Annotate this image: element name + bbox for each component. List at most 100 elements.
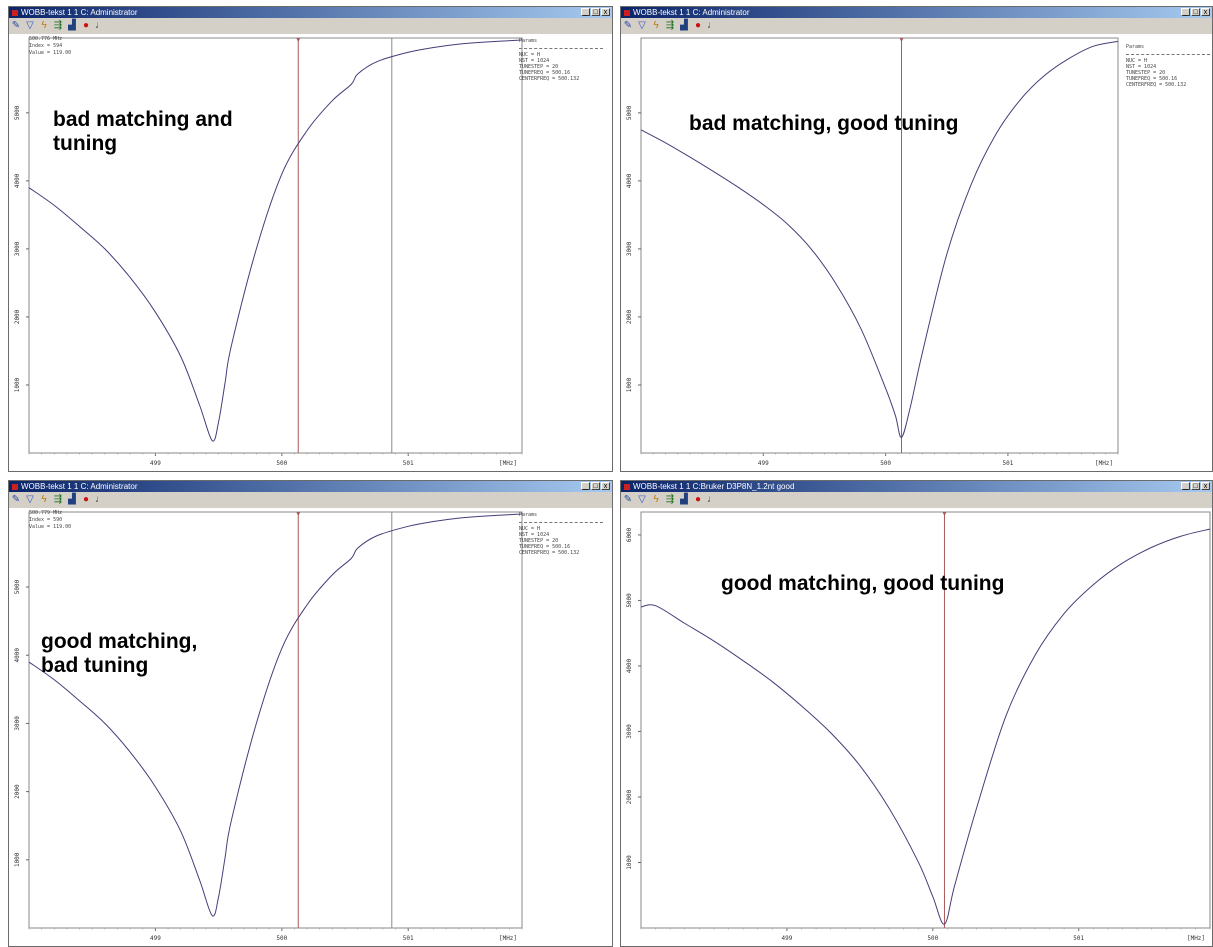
stop-icon[interactable]: ● [82,20,90,31]
app-icon [12,484,18,490]
plot-area: 499 500 501 [MHz] 1000 2000 3000 4000 5000 Param… [621,34,1212,471]
pencil-icon[interactable]: ✎ [11,20,21,31]
param-line: TUNESTEP = 20 [1126,70,1166,76]
readout-line: Index = 594 [29,43,63,49]
lightning-icon[interactable]: ϟ [653,494,659,505]
close-button[interactable]: x [1201,482,1210,490]
close-button[interactable]: x [601,8,610,16]
x-tick-label: 499 [781,935,792,942]
chart-icon[interactable]: ▟ [680,20,688,31]
y-tick-label: 3000 [14,716,21,731]
param-line: TUNESTEP = 20 [519,64,559,70]
readout-line: 500.779 MHz [29,510,63,516]
y-tick-label: 5000 [14,579,21,594]
help-icon[interactable]: ♩ [95,494,105,505]
params-divider [519,522,603,523]
pencil-icon[interactable]: ✎ [623,494,633,505]
readout-line: Value = 119.00 [29,50,72,56]
scale-icon[interactable]: ⇶ [665,20,675,31]
y-tick-label: 2000 [626,309,633,324]
app-icon [624,10,630,16]
x-unit-label: [MHz] [1095,460,1113,467]
x-tick-label: 501 [1073,935,1084,942]
y-tick-label: 2000 [626,789,633,804]
maximize-button[interactable]: □ [591,8,600,16]
chart-icon[interactable]: ▟ [68,494,76,505]
tuning-curve [640,528,1211,925]
minimize-button[interactable]: _ [1181,8,1190,16]
window-titlebar[interactable]: WOBB-tekst 1 1 C: Administrator _ □ x [621,7,1212,18]
plot-frame [28,511,523,929]
window-title: WOBB-tekst 1 1 C:Bruker D3P8N_1.2nt good [633,482,795,491]
window-title: WOBB-tekst 1 1 C: Administrator [633,8,750,17]
close-button[interactable]: x [1201,8,1210,16]
stop-icon[interactable]: ● [694,20,702,31]
help-icon[interactable]: ♩ [707,494,717,505]
lightning-icon[interactable]: ϟ [41,494,47,505]
lightning-icon[interactable]: ϟ [41,20,47,31]
annotation-text: bad matching, good tuning [689,112,959,135]
chart-icon[interactable]: ▟ [680,494,688,505]
window-panel-1: WOBB-tekst 1 1 C: Administrator _ □ x ✎ ▽ ϟ ⇶… [8,6,613,472]
y-tick-label: 6000 [626,527,633,542]
stop-icon[interactable]: ● [82,494,90,505]
lightning-icon[interactable]: ϟ [653,20,659,31]
y-tick-label: 5000 [626,105,633,120]
params-panel: Params NUC = H NST = 1024 TUNESTEP = 20 TUNE… [519,38,603,82]
x-tick-label: 501 [403,460,414,467]
chart-icon[interactable]: ▟ [68,20,76,31]
window-titlebar[interactable]: WOBB-tekst 1 1 C: Administrator _ □ x [9,7,612,18]
toolbar: ✎ ▽ ϟ ⇶ ▟ ● ♩ [621,492,1212,508]
param-line: TUNEFREQ = 500.16 [519,544,571,550]
x-unit-label: [MHz] [499,460,517,467]
maximize-button[interactable]: □ [1191,482,1200,490]
window-titlebar[interactable]: WOBB-tekst 1 1 C: Administrator _ □ x [9,481,612,492]
filter-icon[interactable]: ▽ [638,20,646,31]
x-tick-label: 499 [150,460,161,467]
minimize-button[interactable]: _ [581,482,590,490]
x-unit-label: [MHz] [1187,935,1205,942]
scale-icon[interactable]: ⇶ [53,20,63,31]
window-titlebar[interactable]: WOBB-tekst 1 1 C:Bruker D3P8N_1.2nt good… [621,481,1212,492]
window-panel-3: WOBB-tekst 1 1 C: Administrator _ □ x ✎ ▽ ϟ ⇶… [8,480,613,947]
tuning-curve-chart: 499 500 501 [MHz] 1000 2000 3000 4000 5000 [14,37,523,467]
maximize-button[interactable]: □ [591,482,600,490]
param-line: CENTERFREQ = 500.132 [1126,82,1187,88]
y-tick-label: 4000 [626,658,633,673]
minimize-button[interactable]: _ [1181,482,1190,490]
param-line: TUNEFREQ = 500.16 [519,70,571,76]
pencil-icon[interactable]: ✎ [11,494,21,505]
app-icon [12,10,18,16]
help-icon[interactable]: ♩ [707,20,717,31]
x-tick-label: 500 [276,935,287,942]
filter-icon[interactable]: ▽ [26,20,34,31]
param-line: NUC = H [519,526,541,532]
window-panel-4: WOBB-tekst 1 1 C:Bruker D3P8N_1.2nt good… [620,480,1213,947]
params-panel: Params NUC = H NST = 1024 TUNESTEP = 20 TUNE… [1126,44,1210,88]
maximize-button[interactable]: □ [1191,8,1200,16]
annotation-text: bad matching and tuning [53,108,233,155]
y-tick-label: 3000 [626,724,633,739]
scale-icon[interactable]: ⇶ [53,494,63,505]
params-header: Params [519,512,538,518]
params-header: Params [1126,44,1145,50]
close-button[interactable]: x [601,482,610,490]
minimize-button[interactable]: _ [581,8,590,16]
pencil-icon[interactable]: ✎ [623,20,633,31]
help-icon[interactable]: ♩ [95,20,105,31]
y-tick-label: 5000 [14,105,21,120]
plot-area: 499 500 501 [MHz] 1000 2000 3000 4000 5000 6000 g… [621,508,1212,946]
plot-frame [640,37,1119,454]
tuning-curve [28,513,523,917]
param-line: CENTERFREQ = 500.132 [519,76,580,82]
x-tick-label: 499 [150,935,161,942]
plot-frame [28,37,523,454]
scale-icon[interactable]: ⇶ [665,494,675,505]
filter-icon[interactable]: ▽ [638,494,646,505]
filter-icon[interactable]: ▽ [26,494,34,505]
stop-icon[interactable]: ● [694,494,702,505]
param-line: CENTERFREQ = 500.132 [519,550,580,556]
y-tick-label: 4000 [626,173,633,188]
x-tick-label: 500 [880,460,891,467]
tuning-curve [640,40,1119,438]
